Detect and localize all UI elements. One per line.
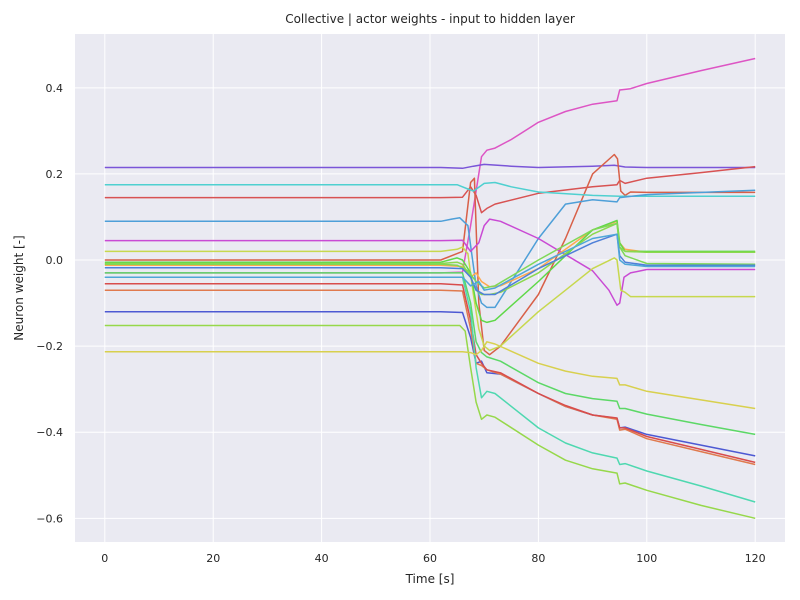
y-axis-label: Neuron weight [-] [12,235,26,340]
chart-title: Collective | actor weights - input to hi… [285,12,575,26]
x-axis-label: Time [s] [405,572,455,586]
y-tick-label: 0.2 [46,168,64,181]
x-tick-label: 20 [206,552,220,565]
series-line-10 [104,282,756,464]
series-line-15 [104,246,756,352]
series-line-11 [104,324,756,520]
x-tick-label: 60 [423,552,437,565]
series-line-6 [104,189,756,309]
y-tick-label: 0.4 [46,82,64,95]
y-tick-label: −0.6 [36,512,63,525]
x-tick-label: 0 [101,552,108,565]
x-axis-ticks: 0 20 40 60 80 100 120 [101,552,765,565]
series-line-17 [104,219,756,324]
y-axis-ticks: −0.6 −0.4 −0.2 0.0 0.2 0.4 [36,82,63,526]
series-line-5 [104,181,756,198]
x-tick-label: 100 [636,552,657,565]
y-tick-label: −0.4 [36,426,63,439]
x-tick-label: 80 [531,552,545,565]
y-tick-label: 0.0 [46,254,64,267]
series-line-4 [104,153,756,356]
series-line-13 [104,272,756,436]
series-line-20 [104,233,756,296]
series-line-7 [104,218,756,306]
y-tick-label: −0.2 [36,340,63,353]
x-tick-label: 40 [315,552,329,565]
series-line-2 [104,163,756,170]
x-tick-label: 120 [745,552,766,565]
series-line-19 [104,222,756,289]
series-line-21 [104,233,756,291]
series-line-14 [104,341,756,410]
series-line-3 [104,165,756,214]
series-line-12 [104,276,756,503]
series-lines [104,57,756,520]
series-line-18 [104,222,756,296]
